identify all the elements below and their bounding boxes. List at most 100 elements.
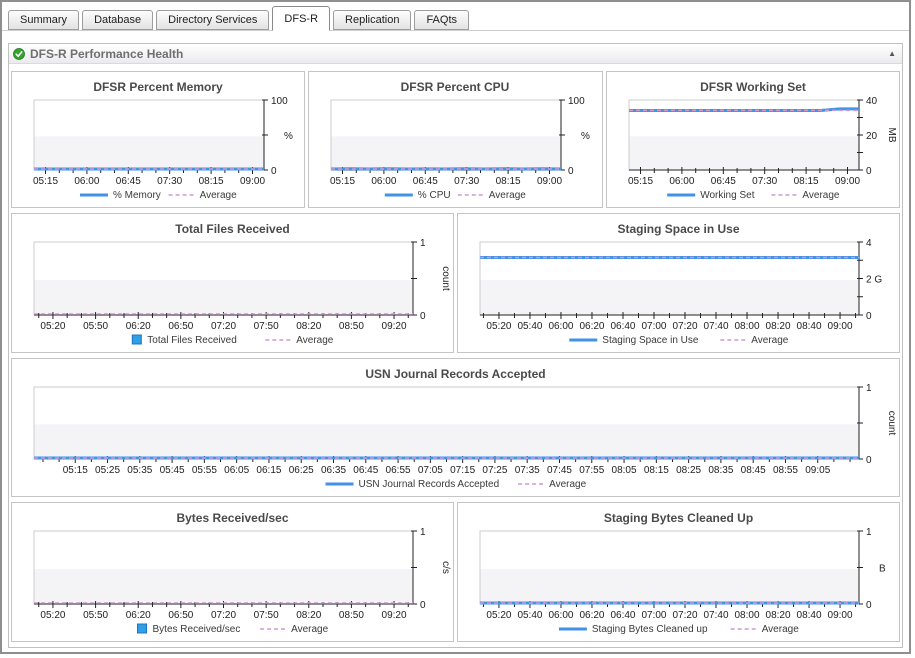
svg-text:05:20: 05:20 bbox=[486, 321, 511, 332]
svg-text:2 G: 2 G bbox=[866, 275, 882, 286]
svg-text:07:30: 07:30 bbox=[157, 176, 182, 187]
svg-text:09:00: 09:00 bbox=[240, 176, 265, 187]
svg-text:07:05: 07:05 bbox=[418, 465, 443, 476]
chart-bytes-received-sec[interactable]: Bytes Received/sec 1 0 c/s 05:20 05:50 06:20 06… bbox=[11, 502, 454, 642]
svg-text:USN Journal Records Accepted: USN Journal Records Accepted bbox=[365, 367, 545, 381]
svg-text:06:15: 06:15 bbox=[256, 465, 281, 476]
svg-text:0: 0 bbox=[866, 600, 872, 611]
svg-text:05:55: 05:55 bbox=[192, 465, 217, 476]
chart-staging-bytes-cleaned-up[interactable]: Staging Bytes Cleaned Up 1 0 B 05:20 05:40 06:… bbox=[457, 502, 900, 642]
svg-text:07:30: 07:30 bbox=[752, 176, 777, 187]
svg-text:08:50: 08:50 bbox=[339, 610, 364, 621]
svg-text:08:05: 08:05 bbox=[612, 465, 637, 476]
svg-text:08:00: 08:00 bbox=[735, 610, 760, 621]
svg-text:08:20: 08:20 bbox=[296, 610, 321, 621]
svg-text:05:50: 05:50 bbox=[83, 610, 108, 621]
svg-text:08:15: 08:15 bbox=[199, 176, 224, 187]
svg-text:08:40: 08:40 bbox=[797, 321, 822, 332]
section-header[interactable]: DFS-R Performance Health ▲ bbox=[9, 44, 902, 64]
svg-text:0: 0 bbox=[866, 455, 872, 466]
svg-text:07:25: 07:25 bbox=[482, 465, 507, 476]
svg-text:07:50: 07:50 bbox=[254, 321, 279, 332]
svg-text:Staging Space in Use: Staging Space in Use bbox=[617, 222, 739, 236]
svg-text:Average: Average bbox=[200, 190, 238, 201]
svg-text:DFSR Percent Memory: DFSR Percent Memory bbox=[93, 80, 223, 94]
svg-text:1: 1 bbox=[420, 238, 426, 249]
chart-total-files-received[interactable]: Total Files Received 1 0 count 05:20 05:50 06:… bbox=[11, 213, 454, 353]
svg-text:06:20: 06:20 bbox=[126, 610, 151, 621]
svg-text:06:00: 06:00 bbox=[74, 176, 99, 187]
svg-text:Average: Average bbox=[762, 624, 800, 635]
collapse-icon[interactable]: ▲ bbox=[888, 48, 896, 58]
svg-text:07:45: 07:45 bbox=[547, 465, 572, 476]
svg-text:08:40: 08:40 bbox=[797, 610, 822, 621]
svg-text:06:35: 06:35 bbox=[321, 465, 346, 476]
svg-text:08:00: 08:00 bbox=[735, 321, 760, 332]
svg-text:Working Set: Working Set bbox=[700, 190, 755, 201]
svg-text:06:00: 06:00 bbox=[372, 176, 397, 187]
tab-replication[interactable]: Replication bbox=[333, 10, 412, 30]
svg-text:07:20: 07:20 bbox=[672, 321, 697, 332]
svg-text:0: 0 bbox=[271, 166, 277, 177]
svg-text:20: 20 bbox=[866, 131, 878, 142]
svg-text:09:00: 09:00 bbox=[828, 321, 853, 332]
svg-text:07:00: 07:00 bbox=[641, 321, 666, 332]
svg-text:06:40: 06:40 bbox=[610, 321, 635, 332]
svg-text:07:20: 07:20 bbox=[211, 321, 236, 332]
svg-text:06:00: 06:00 bbox=[548, 321, 573, 332]
chart-dfsr-percent-memory[interactable]: DFSR Percent Memory 100 0% 05:15 06:00 06:45 0… bbox=[11, 71, 306, 208]
svg-text:05:50: 05:50 bbox=[83, 321, 108, 332]
svg-text:1: 1 bbox=[420, 527, 426, 538]
svg-text:07:40: 07:40 bbox=[703, 321, 728, 332]
svg-text:07:40: 07:40 bbox=[703, 610, 728, 621]
svg-text:Bytes Received/sec: Bytes Received/sec bbox=[153, 624, 241, 635]
svg-text:07:20: 07:20 bbox=[672, 610, 697, 621]
svg-text:07:50: 07:50 bbox=[254, 610, 279, 621]
chart-staging-space-in-use[interactable]: Staging Space in Use 4 0 2 G 05:20 05:40 06:00… bbox=[457, 213, 900, 353]
svg-text:c/s: c/s bbox=[440, 561, 451, 574]
svg-text:100: 100 bbox=[568, 96, 585, 107]
svg-text:07:55: 07:55 bbox=[579, 465, 604, 476]
svg-text:09:00: 09:00 bbox=[537, 176, 562, 187]
chart-row-4: Bytes Received/sec 1 0 c/s 05:20 05:50 06:20 06… bbox=[11, 502, 900, 642]
svg-text:count: count bbox=[886, 411, 897, 436]
svg-text:Average: Average bbox=[489, 190, 527, 201]
svg-text:Total Files Received: Total Files Received bbox=[147, 335, 236, 346]
svg-text:Average: Average bbox=[296, 335, 334, 346]
svg-text:09:20: 09:20 bbox=[382, 610, 407, 621]
svg-text:B: B bbox=[879, 564, 886, 575]
svg-text:08:25: 08:25 bbox=[676, 465, 701, 476]
svg-text:07:20: 07:20 bbox=[211, 610, 236, 621]
tab-database[interactable]: Database bbox=[82, 10, 154, 30]
svg-text:Average: Average bbox=[291, 624, 329, 635]
svg-text:%: % bbox=[581, 131, 590, 142]
svg-text:07:35: 07:35 bbox=[515, 465, 540, 476]
svg-text:09:20: 09:20 bbox=[382, 321, 407, 332]
svg-text:06:45: 06:45 bbox=[353, 465, 378, 476]
svg-text:08:45: 08:45 bbox=[741, 465, 766, 476]
svg-text:05:45: 05:45 bbox=[160, 465, 185, 476]
svg-text:06:05: 06:05 bbox=[224, 465, 249, 476]
svg-text:06:20: 06:20 bbox=[579, 321, 604, 332]
chart-dfsr-percent-cpu[interactable]: DFSR Percent CPU 100 0% 05:15 06:00 06:45 07:3… bbox=[308, 71, 603, 208]
svg-text:0: 0 bbox=[866, 166, 872, 177]
svg-text:05:20: 05:20 bbox=[40, 610, 65, 621]
svg-text:06:20: 06:20 bbox=[126, 321, 151, 332]
chart-row-3: USN Journal Records Accepted 1 0 count 05:15… bbox=[11, 358, 900, 497]
tab-dfs-r[interactable]: DFS-R bbox=[272, 6, 331, 31]
chart-row-1: DFSR Percent Memory 100 0% 05:15 06:00 06:45 0… bbox=[11, 71, 900, 208]
svg-text:40: 40 bbox=[866, 96, 878, 107]
tab-directory-services[interactable]: Directory Services bbox=[156, 10, 270, 30]
tab-summary[interactable]: Summary bbox=[8, 10, 80, 30]
section-title: DFS-R Performance Health bbox=[30, 46, 184, 61]
svg-text:Total Files Received: Total Files Received bbox=[175, 222, 290, 236]
svg-text:4: 4 bbox=[866, 238, 872, 249]
svg-text:06:50: 06:50 bbox=[168, 610, 193, 621]
chart-usn-journal-records-accepted[interactable]: USN Journal Records Accepted 1 0 count 05:15… bbox=[11, 358, 900, 497]
svg-text:08:20: 08:20 bbox=[766, 610, 791, 621]
chart-dfsr-working-set[interactable]: DFSR Working Set 40 0 20 MB 05:15 06:00 06:45 07… bbox=[605, 71, 900, 208]
svg-text:06:45: 06:45 bbox=[413, 176, 438, 187]
svg-text:07:15: 07:15 bbox=[450, 465, 475, 476]
svg-text:05:20: 05:20 bbox=[486, 610, 511, 621]
tab-faqts[interactable]: FAQts bbox=[414, 10, 469, 30]
